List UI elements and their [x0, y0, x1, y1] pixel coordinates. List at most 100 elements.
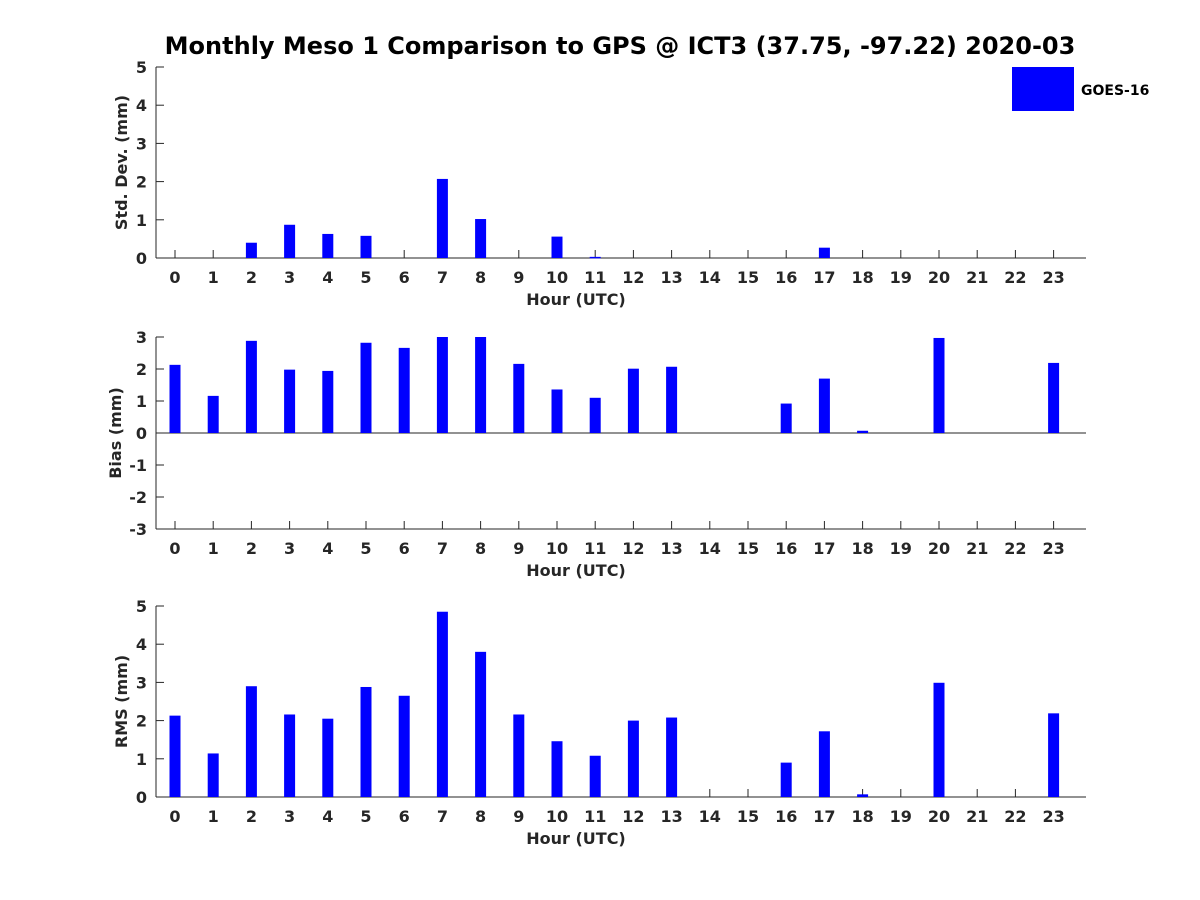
y-tick-label: 4	[136, 96, 147, 115]
x-tick-label: 21	[966, 268, 988, 287]
bar-hour-2	[245, 242, 257, 258]
x-tick-label: 23	[1042, 807, 1064, 826]
bar-hour-3	[284, 369, 296, 433]
x-tick-label: 13	[660, 807, 682, 826]
y-tick-label: 5	[136, 58, 147, 77]
legend-swatch	[1012, 67, 1074, 111]
bar-hour-12	[627, 720, 639, 797]
x-tick-label: 6	[399, 807, 410, 826]
x-tick-label: 15	[737, 539, 759, 558]
bar-hour-18	[857, 794, 869, 797]
x-tick-label: 22	[1004, 539, 1026, 558]
x-tick-label: 6	[399, 268, 410, 287]
bar-hour-12	[627, 368, 639, 433]
y-tick-label: -1	[129, 456, 147, 475]
x-tick-label: 7	[437, 268, 448, 287]
x-tick-label: 17	[813, 539, 835, 558]
x-tick-label: 18	[851, 807, 873, 826]
y-tick-label: 2	[136, 712, 147, 731]
x-axis-label: Hour (UTC)	[526, 561, 626, 580]
bar-hour-8	[475, 219, 487, 258]
x-tick-label: 15	[737, 268, 759, 287]
y-tick-label: 5	[136, 597, 147, 616]
y-tick-label: -2	[129, 488, 147, 507]
bar-hour-0	[169, 364, 181, 433]
x-tick-label: 19	[890, 539, 912, 558]
y-axis-label: Bias (mm)	[106, 387, 125, 479]
bar-hour-1	[207, 753, 219, 797]
x-tick-label: 18	[851, 268, 873, 287]
x-tick-label: 3	[284, 539, 295, 558]
x-tick-label: 4	[322, 268, 333, 287]
x-tick-label: 4	[322, 807, 333, 826]
bar-hour-7	[436, 337, 448, 433]
y-tick-label: -3	[129, 520, 147, 539]
x-tick-label: 17	[813, 807, 835, 826]
x-tick-label: 10	[546, 268, 568, 287]
y-axis-label: RMS (mm)	[112, 655, 131, 748]
x-tick-label: 10	[546, 539, 568, 558]
x-tick-label: 14	[699, 807, 721, 826]
y-tick-label: 1	[136, 211, 147, 230]
bar-hour-4	[322, 370, 334, 433]
bar-hour-4	[322, 233, 334, 258]
x-tick-label: 2	[246, 807, 257, 826]
x-axis-label: Hour (UTC)	[526, 290, 626, 309]
x-tick-label: 11	[584, 807, 606, 826]
y-tick-label: 3	[136, 328, 147, 347]
x-tick-label: 11	[584, 539, 606, 558]
x-tick-label: 15	[737, 807, 759, 826]
x-tick-label: 1	[208, 268, 219, 287]
x-tick-label: 23	[1042, 268, 1064, 287]
bar-hour-3	[284, 714, 296, 797]
x-tick-label: 16	[775, 539, 797, 558]
x-tick-label: 1	[208, 807, 219, 826]
x-tick-label: 14	[699, 268, 721, 287]
y-tick-label: 3	[136, 673, 147, 692]
x-tick-label: 8	[475, 268, 486, 287]
x-tick-label: 1	[208, 539, 219, 558]
chart-title: Monthly Meso 1 Comparison to GPS @ ICT3 …	[165, 32, 1076, 60]
x-tick-label: 8	[475, 539, 486, 558]
bar-hour-13	[666, 366, 678, 433]
x-tick-label: 20	[928, 268, 950, 287]
bar-hour-10	[551, 236, 563, 258]
x-tick-label: 22	[1004, 807, 1026, 826]
bar-hour-17	[818, 731, 830, 797]
x-tick-label: 12	[622, 268, 644, 287]
x-tick-label: 0	[169, 539, 180, 558]
x-axis-label: Hour (UTC)	[526, 829, 626, 848]
bar-hour-23	[1048, 362, 1060, 433]
bar-hour-16	[780, 762, 792, 797]
x-tick-label: 5	[360, 539, 371, 558]
bar-hour-6	[398, 695, 410, 797]
bar-hour-17	[818, 378, 830, 433]
bar-hour-1	[207, 395, 219, 433]
bar-hour-20	[933, 337, 945, 433]
bar-hour-9	[513, 363, 525, 433]
bar-hour-4	[322, 718, 334, 797]
x-tick-label: 7	[437, 807, 448, 826]
x-tick-label: 6	[399, 539, 410, 558]
x-tick-label: 11	[584, 268, 606, 287]
x-tick-label: 12	[622, 539, 644, 558]
y-tick-label: 0	[136, 788, 147, 807]
x-tick-label: 20	[928, 539, 950, 558]
x-tick-label: 9	[513, 268, 524, 287]
y-tick-label: 4	[136, 635, 147, 654]
bar-hour-10	[551, 741, 563, 797]
y-tick-label: 2	[136, 360, 147, 379]
bar-hour-23	[1048, 713, 1060, 797]
bar-hour-5	[360, 342, 372, 433]
bar-hour-11	[589, 256, 601, 259]
x-tick-label: 20	[928, 807, 950, 826]
x-tick-label: 21	[966, 539, 988, 558]
x-tick-label: 2	[246, 539, 257, 558]
legend-label: GOES-16	[1081, 83, 1149, 99]
x-tick-label: 13	[660, 268, 682, 287]
bar-hour-18	[857, 430, 869, 433]
x-tick-label: 0	[169, 268, 180, 287]
bar-hour-10	[551, 389, 563, 433]
